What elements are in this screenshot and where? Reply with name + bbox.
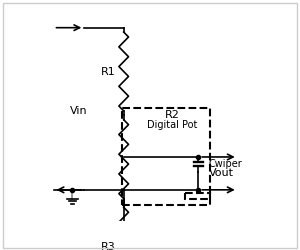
Text: Vout: Vout [209, 168, 234, 178]
Text: Cwiper: Cwiper [208, 160, 242, 170]
Text: R2: R2 [164, 110, 179, 120]
Bar [185, 193, 210, 198]
Text: R3: R3 [101, 242, 116, 250]
Text: Vin: Vin [70, 106, 88, 116]
Text: Digital Pot: Digital Pot [147, 120, 197, 130]
Bar [122, 108, 210, 205]
Text: R1: R1 [101, 66, 116, 76]
